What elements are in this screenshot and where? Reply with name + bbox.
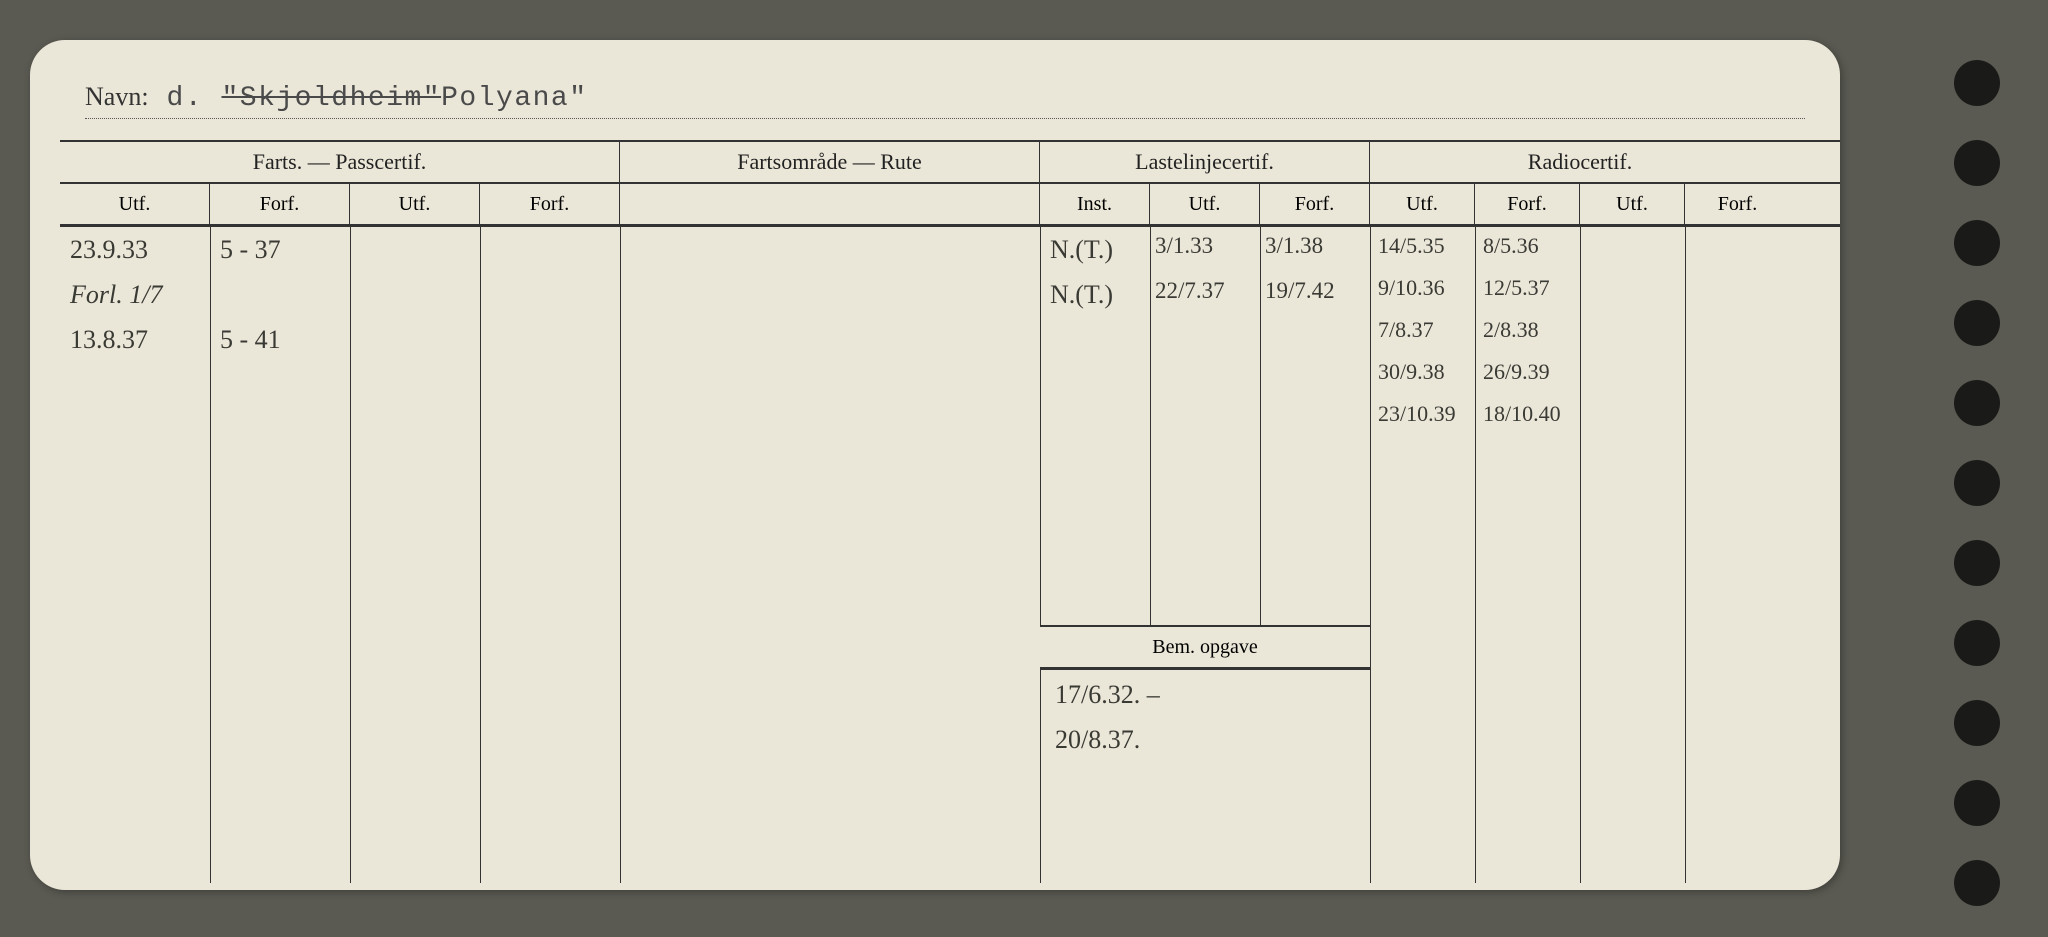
col-empty (620, 184, 1040, 224)
col-forf: Forf. (480, 184, 620, 224)
col-forf: Forf. (210, 184, 350, 224)
section-headers: Farts. — Passcertif. Fartsområde — Rute … (60, 142, 1840, 182)
section-radio: Radiocertif. (1370, 142, 1790, 182)
cell-laste-inst: N.(T.) (1050, 235, 1113, 265)
navn-label: Navn: (85, 82, 149, 112)
hole-icon (1954, 380, 2000, 426)
cell-laste-forf: 19/7.42 (1265, 278, 1335, 304)
col-utf: Utf. (60, 184, 210, 224)
cell-radio-forf: 18/10.40 (1483, 401, 1561, 427)
col-forf: Forf. (1475, 184, 1580, 224)
cell-radio-utf: 30/9.38 (1378, 359, 1445, 385)
cell-laste-utf: 22/7.37 (1155, 278, 1225, 304)
col-utf: Utf. (1150, 184, 1260, 224)
cell-bem: 20/8.37. (1055, 725, 1140, 755)
hole-icon (1954, 140, 2000, 186)
cell-radio-utf: 14/5.35 (1378, 233, 1445, 259)
cell-bem: 17/6.32. – (1055, 680, 1160, 710)
hole-icon (1954, 220, 2000, 266)
col-utf: Utf. (350, 184, 480, 224)
cell-laste-utf: 3/1.33 (1155, 233, 1213, 259)
col-headers: Utf. Forf. Utf. Forf. Inst. Utf. Forf. U… (60, 182, 1840, 225)
hole-icon (1954, 620, 2000, 666)
section-laste: Lastelinjecertif. (1040, 142, 1370, 182)
hole-icon (1954, 860, 2000, 906)
cell-radio-forf: 8/5.36 (1483, 233, 1539, 259)
hole-icon (1954, 780, 2000, 826)
cell-farts-utf: Forl. 1/7 (70, 280, 162, 310)
col-utf: Utf. (1370, 184, 1475, 224)
hole-icon (1954, 300, 2000, 346)
cell-laste-forf: 3/1.38 (1265, 233, 1323, 259)
col-forf: Forf. (1685, 184, 1790, 224)
cell-radio-forf: 26/9.39 (1483, 359, 1550, 385)
hole-icon (1954, 460, 2000, 506)
cell-radio-forf: 2/8.38 (1483, 317, 1539, 343)
grid: Farts. — Passcertif. Fartsområde — Rute … (60, 140, 1840, 882)
navn-value: d. "Skjoldheim"Polyana" (167, 83, 588, 114)
cell-laste-inst: N.(T.) (1050, 280, 1113, 310)
section-farts: Farts. — Passcertif. (60, 142, 620, 182)
cell-radio-forf: 12/5.37 (1483, 275, 1550, 301)
cell-farts-forf: 5 - 37 (220, 235, 281, 265)
cell-radio-utf: 7/8.37 (1378, 317, 1434, 343)
hole-icon (1954, 60, 2000, 106)
col-forf: Forf. (1260, 184, 1370, 224)
col-utf: Utf. (1580, 184, 1685, 224)
bem-header: Bem. opgave (1040, 625, 1370, 668)
index-card: Navn: d. "Skjoldheim"Polyana" Farts. — P… (30, 40, 1840, 890)
hole-icon (1954, 540, 2000, 586)
section-fartsomrade: Fartsområde — Rute (620, 142, 1040, 182)
cell-radio-utf: 23/10.39 (1378, 401, 1456, 427)
grid-body: 23.9.33 5 - 37 Forl. 1/7 13.8.37 5 - 41 … (60, 225, 1840, 883)
navn-row: Navn: d. "Skjoldheim"Polyana" (85, 82, 1805, 119)
binder-holes (1954, 60, 2000, 906)
col-inst: Inst. (1040, 184, 1150, 224)
cell-farts-utf: 23.9.33 (70, 235, 148, 265)
cell-farts-utf: 13.8.37 (70, 325, 148, 355)
cell-radio-utf: 9/10.36 (1378, 275, 1445, 301)
hole-icon (1954, 700, 2000, 746)
cell-farts-forf: 5 - 41 (220, 325, 281, 355)
